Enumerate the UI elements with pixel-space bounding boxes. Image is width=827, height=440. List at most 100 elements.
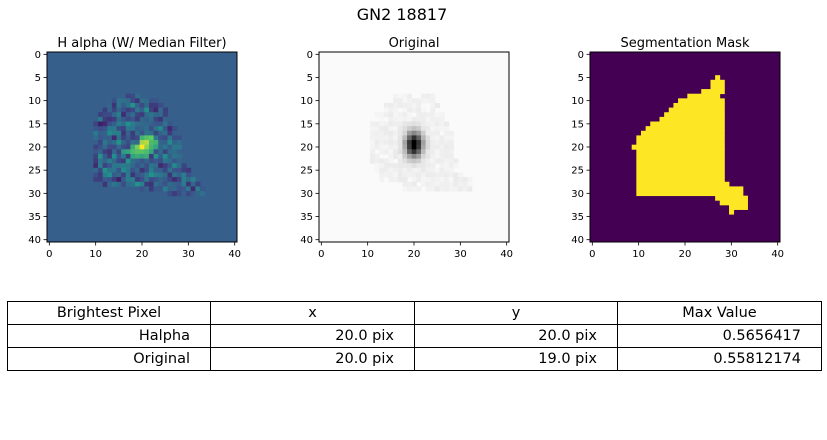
halpha-pixel: [107, 181, 113, 187]
original-pixel: [411, 98, 417, 104]
halpha-pixel: [116, 116, 122, 123]
original-pixel: [430, 167, 436, 173]
halpha-pixel: [148, 135, 155, 141]
original-pixel: [416, 177, 422, 183]
original-pixel: [448, 167, 454, 173]
halpha-pixel: [121, 153, 127, 160]
halpha-pixel: [158, 116, 164, 123]
halpha-pixel: [111, 112, 118, 118]
halpha-pixel: [158, 172, 164, 178]
halpha-pixel: [102, 121, 108, 127]
original-y-tick-label: 35: [300, 212, 313, 223]
row-x: 20.0 pix: [210, 324, 415, 348]
halpha-pixel: [148, 181, 155, 187]
mask-row-segment: [729, 209, 735, 215]
halpha-pixel: [116, 121, 122, 127]
original-pixel: [407, 149, 413, 155]
original-pixel: [393, 149, 399, 155]
original-pixel: [407, 181, 413, 187]
original-pixel: [420, 158, 427, 164]
original-pixel: [420, 167, 427, 173]
original-pixel: [411, 172, 417, 178]
halpha-pixel: [167, 163, 173, 169]
original-pixel: [379, 130, 385, 136]
halpha-pixel: [97, 153, 104, 160]
original-pixel: [434, 126, 440, 132]
original-pixel: [439, 140, 445, 146]
original-x-tick-label: 40: [500, 249, 513, 260]
original-pixel: [411, 167, 417, 173]
mask-row-segment: [715, 195, 748, 201]
original-pixel: [402, 98, 408, 104]
halpha-pixel: [121, 135, 127, 141]
halpha-pixel: [167, 130, 173, 136]
halpha-pixel: [125, 130, 131, 136]
halpha-pixel: [125, 149, 131, 155]
halpha-pixel: [190, 181, 196, 187]
original-pixel: [388, 126, 394, 132]
halpha-pixel: [135, 102, 141, 109]
original-pixel: [402, 172, 408, 178]
mask-y-tick-label: 30: [571, 189, 584, 200]
halpha-pixel: [111, 144, 118, 150]
halpha-pixel: [153, 98, 159, 104]
mask-row-segment: [636, 149, 725, 155]
original-pixel: [397, 126, 403, 132]
halpha-pixel: [176, 177, 182, 183]
halpha-x-tick-label: 20: [136, 249, 149, 260]
original-pixel: [397, 135, 403, 141]
original-pixel: [374, 158, 380, 164]
original-pixel: [411, 121, 417, 127]
halpha-pixel: [111, 167, 118, 173]
halpha-pixel: [116, 102, 122, 109]
halpha-pixel: [167, 172, 173, 178]
halpha-pixel: [158, 167, 164, 173]
halpha-pixel: [130, 163, 136, 169]
original-pixel: [425, 181, 431, 187]
halpha-pixel: [97, 149, 104, 155]
original-pixel: [379, 149, 385, 155]
halpha-pixel: [144, 102, 150, 109]
original-pixel: [411, 116, 417, 123]
original-pixel: [430, 102, 436, 109]
halpha-pixel: [102, 181, 108, 187]
original-pixel: [420, 116, 427, 123]
halpha-pixel: [130, 102, 136, 109]
original-pixel: [458, 172, 464, 178]
halpha-pixel: [195, 191, 201, 197]
original-pixel: [448, 149, 454, 155]
original-y-tick-label: 0: [307, 50, 313, 61]
halpha-pixel: [111, 126, 118, 132]
original-pixel: [420, 121, 427, 127]
halpha-pixel: [107, 102, 113, 109]
original-pixel: [388, 172, 394, 178]
halpha-panel-title: H alpha (W/ Median Filter): [57, 36, 226, 51]
halpha-pixel: [139, 186, 145, 192]
halpha-pixel: [162, 135, 168, 141]
halpha-pixel: [111, 102, 118, 109]
halpha-pixel: [139, 121, 145, 127]
halpha-pixel: [111, 177, 118, 183]
original-pixel: [407, 121, 413, 127]
halpha-pixel: [148, 112, 155, 118]
original-pixel: [425, 116, 431, 123]
original-pixel: [388, 140, 394, 146]
original-pixel: [439, 158, 445, 164]
original-pixel: [379, 163, 385, 169]
halpha-pixel: [158, 177, 164, 183]
halpha-pixel: [139, 140, 145, 146]
original-pixel: [416, 130, 422, 136]
original-pixel: [374, 140, 380, 146]
halpha-pixel: [153, 153, 159, 160]
halpha-pixel: [135, 98, 141, 104]
original-pixel: [402, 153, 408, 160]
halpha-pixel: [107, 130, 113, 136]
original-pixel: [402, 163, 408, 169]
halpha-pixel: [162, 167, 168, 173]
halpha-pixel: [121, 172, 127, 178]
halpha-pixel: [172, 172, 178, 178]
halpha-pixel: [97, 167, 104, 173]
original-pixel: [458, 177, 464, 183]
mask-x-tick-label: 40: [771, 249, 784, 260]
original-pixel: [444, 140, 450, 146]
